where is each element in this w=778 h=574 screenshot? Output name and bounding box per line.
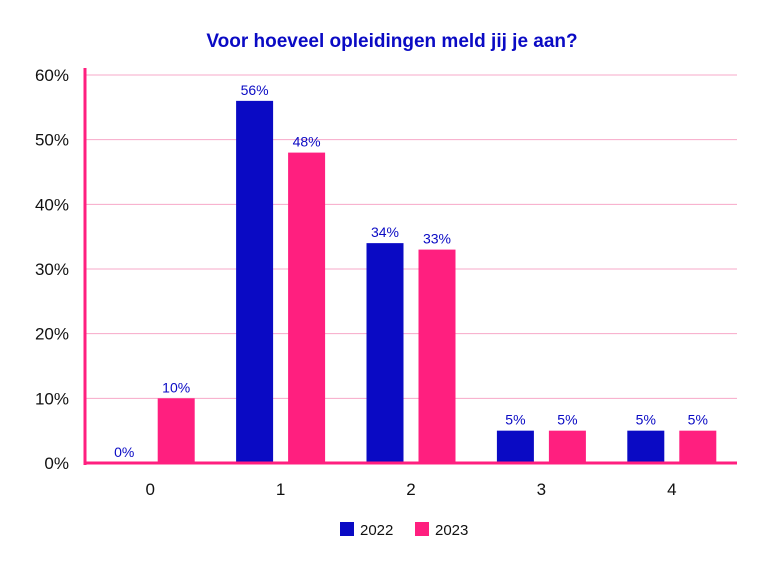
data-label: 5% bbox=[505, 412, 525, 428]
bar-2023-3 bbox=[548, 430, 586, 463]
data-label: 34% bbox=[371, 224, 399, 240]
x-tick-label: 1 bbox=[276, 480, 285, 499]
bar-2022-3 bbox=[496, 430, 534, 463]
bar-2023-4 bbox=[679, 430, 717, 463]
data-label: 33% bbox=[423, 231, 451, 247]
bar-2022-4 bbox=[627, 430, 665, 463]
data-label: 56% bbox=[241, 82, 269, 98]
y-tick-label: 30% bbox=[35, 260, 69, 279]
y-tick-label: 60% bbox=[35, 66, 69, 85]
x-tick-label: 3 bbox=[537, 480, 546, 499]
y-tick-label: 0% bbox=[44, 454, 69, 473]
bar-2023-1 bbox=[288, 152, 326, 463]
bar-2022-1 bbox=[236, 100, 274, 463]
chart-title: Voor hoeveel opleidingen meld jij je aan… bbox=[206, 31, 577, 52]
data-labels: 0% 10% 56% 48% 34% 33% 5% 5% 5% 5% bbox=[114, 82, 708, 460]
legend-label-2023: 2023 bbox=[435, 522, 468, 539]
bar-2023-2 bbox=[418, 249, 456, 463]
x-tick-label: 0 bbox=[145, 480, 154, 499]
bars bbox=[157, 100, 717, 463]
y-tick-label: 20% bbox=[35, 325, 69, 344]
y-tick-label: 40% bbox=[35, 195, 69, 214]
legend-swatch-2023 bbox=[415, 522, 429, 536]
data-label: 5% bbox=[557, 412, 577, 428]
bar-2023-0 bbox=[157, 398, 195, 463]
gridlines bbox=[85, 74, 737, 399]
bar-2022-2 bbox=[366, 243, 404, 463]
legend-label-2022: 2022 bbox=[360, 522, 393, 539]
data-label: 10% bbox=[162, 379, 190, 395]
data-label: 0% bbox=[114, 444, 134, 460]
data-label: 48% bbox=[293, 134, 321, 150]
y-tick-label: 10% bbox=[35, 389, 69, 408]
axes bbox=[83, 68, 737, 465]
x-tick-label: 2 bbox=[406, 480, 415, 499]
y-tick-label: 50% bbox=[35, 131, 69, 150]
data-label: 5% bbox=[688, 412, 708, 428]
x-axis-ticks: 0 1 2 3 4 bbox=[145, 480, 676, 499]
data-label: 5% bbox=[636, 412, 656, 428]
x-tick-label: 4 bbox=[667, 480, 676, 499]
legend: 2022 2023 bbox=[340, 522, 468, 539]
legend-swatch-2022 bbox=[340, 522, 354, 536]
y-axis-ticks: 0% 10% 20% 30% 40% 50% 60% bbox=[35, 66, 69, 473]
